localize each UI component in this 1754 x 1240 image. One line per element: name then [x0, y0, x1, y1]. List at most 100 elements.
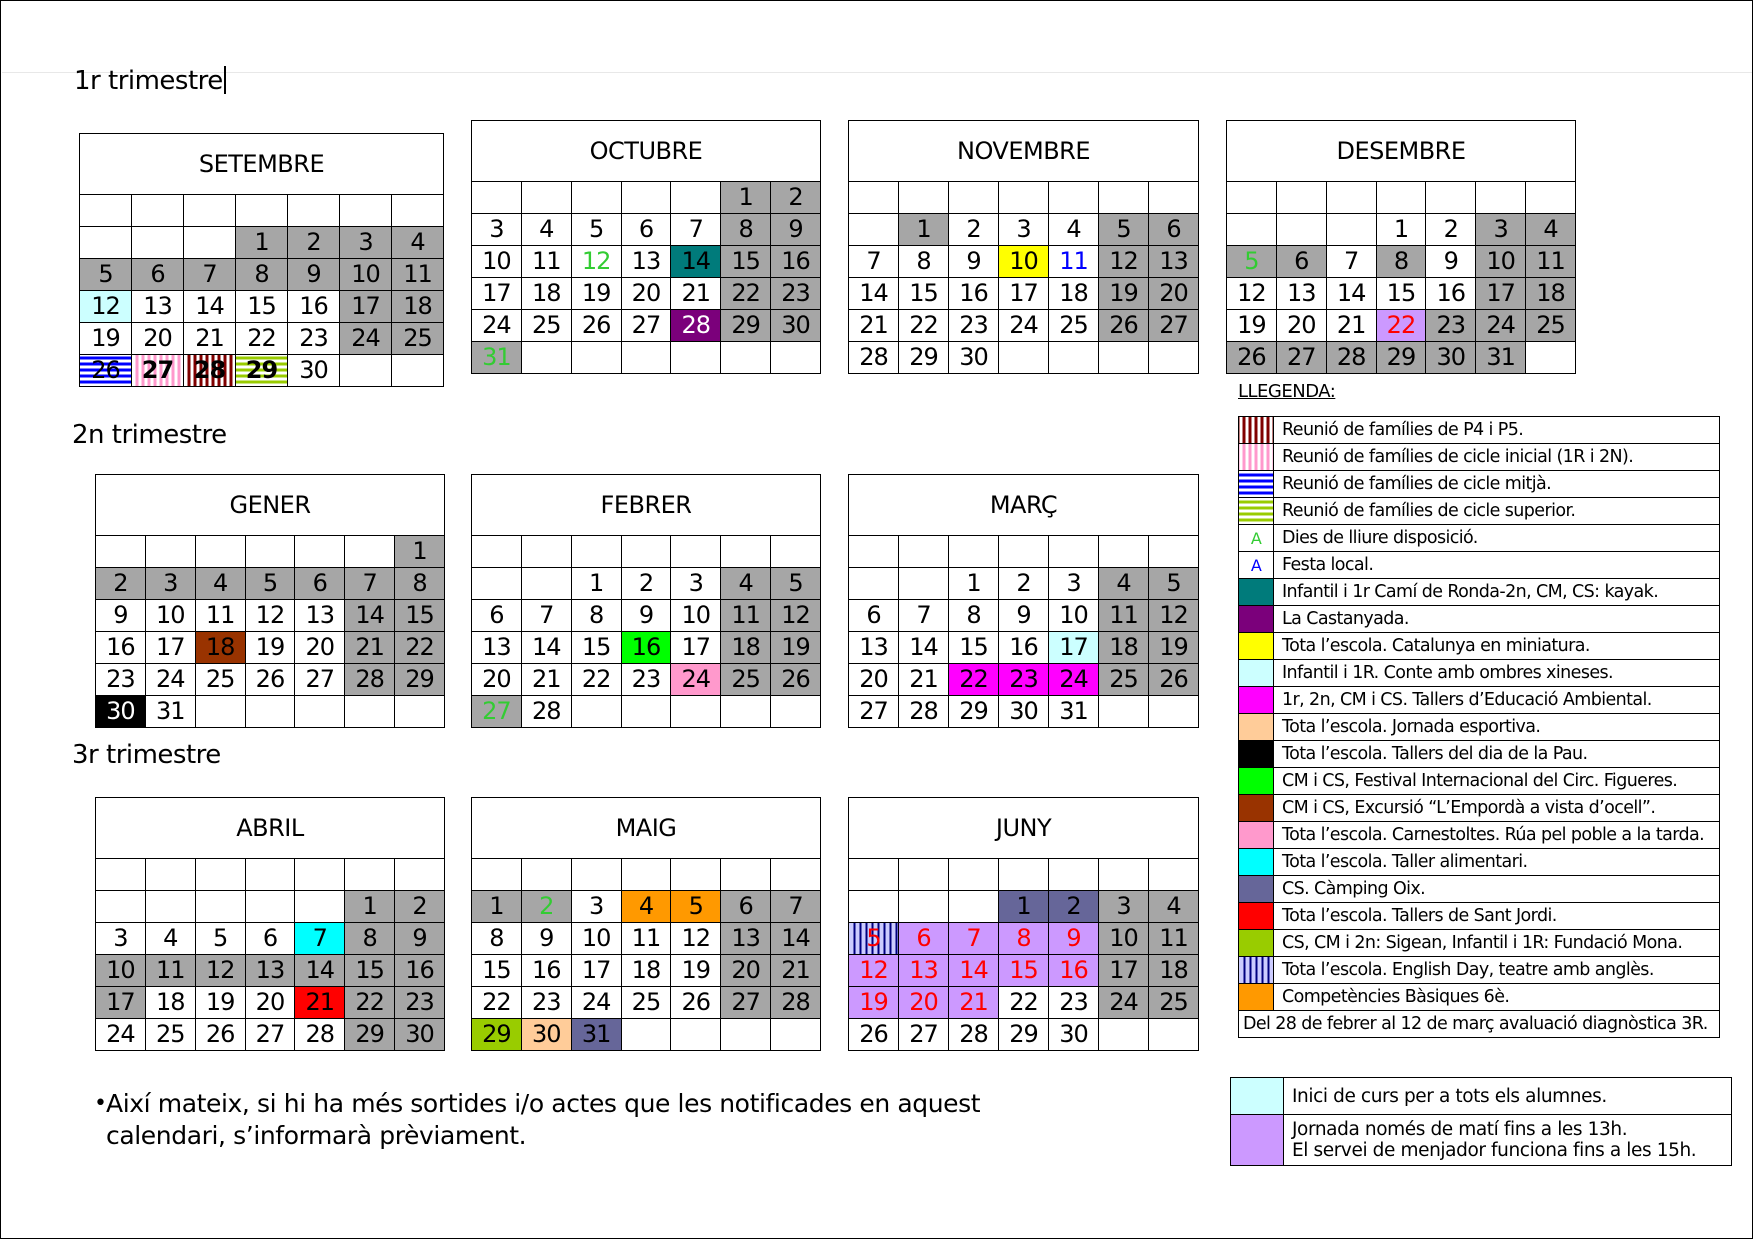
legend-item: Tota l’escola. Taller alimentari. — [1238, 848, 1720, 876]
empty-cell — [770, 695, 821, 728]
day-cell: 23 — [287, 322, 340, 355]
legend-item: Tota l’escola. English Day, teatre amb a… — [1238, 956, 1720, 984]
empty-cell — [670, 858, 722, 891]
week-row: 31 — [471, 341, 821, 374]
day-cell: 25 — [1525, 309, 1576, 342]
day-cell: 30 — [1048, 1018, 1099, 1051]
legend-item: CS. Càmping Oix. — [1238, 875, 1720, 903]
day-cell: 12 — [1148, 599, 1199, 632]
day-cell: 18 — [620, 954, 672, 987]
empty-cell — [1148, 1018, 1199, 1051]
day-cell: 1 — [1375, 213, 1427, 246]
empty-cell — [79, 226, 132, 259]
day-cell: 9 — [95, 599, 146, 632]
empty-cell — [244, 858, 296, 891]
legend-swatch — [1238, 740, 1274, 768]
week-row: 20 21 22 23 24 25 26 — [471, 663, 821, 696]
day-cell: 17 — [670, 631, 722, 664]
empty-cell — [848, 567, 899, 600]
week-row: 19 20 21 22 23 24 25 — [848, 986, 1199, 1019]
empty-cell — [720, 695, 772, 728]
empty-cell — [998, 535, 1049, 568]
day-cell: 7 — [294, 922, 346, 955]
day-cell: 10 — [1098, 922, 1149, 955]
day-cell: 7 — [898, 599, 949, 632]
day-cell: 1 — [948, 567, 999, 600]
empty-cell — [1325, 213, 1377, 246]
empty-cell — [471, 858, 522, 891]
empty-cell — [1048, 341, 1099, 374]
week-row: 5 6 7 8 9 10 11 — [1226, 245, 1576, 278]
empty-cell — [1148, 535, 1199, 568]
day-cell: 10 — [570, 922, 622, 955]
empty-cell — [848, 181, 899, 214]
day-cell: 5 — [848, 922, 899, 955]
day-cell: 17 — [1475, 277, 1527, 310]
day-cell: 6 — [848, 599, 899, 632]
day-cell: 19 — [244, 631, 296, 664]
day-cell: 15 — [570, 631, 622, 664]
day-cell: 24 — [144, 663, 196, 696]
empty-cell — [131, 194, 184, 227]
legend-label: Reunió de famílies de P4 i P5. — [1273, 416, 1720, 444]
legend-label: Infantil i 1r Camí de Ronda-2n, CM, CS: … — [1273, 578, 1720, 606]
empty-cell — [244, 890, 296, 923]
day-cell: 25 — [1148, 986, 1199, 1019]
legend-label: La Castanyada. — [1273, 605, 1720, 633]
day-cell: 20 — [294, 631, 346, 664]
day-cell: 2 — [1425, 213, 1477, 246]
day-cell: 4 — [1148, 890, 1199, 923]
empty-cell — [294, 535, 346, 568]
legend-swatch: A — [1238, 524, 1274, 552]
empty-cell — [848, 890, 899, 923]
day-cell: 26 — [244, 663, 296, 696]
empty-cell — [670, 535, 722, 568]
day-cell: 12 — [570, 245, 622, 278]
day-cell: 9 — [998, 599, 1049, 632]
day-cell: 20 — [471, 663, 522, 696]
day-cell: 5 — [670, 890, 722, 923]
week-row: 12 13 14 15 16 17 18 — [848, 954, 1199, 987]
day-cell: 3 — [1048, 567, 1099, 600]
day-cell: 7 — [183, 258, 236, 291]
empty-cell — [1098, 181, 1149, 214]
legend-label: Festa local. — [1273, 551, 1720, 579]
week-row: 24 25 26 27 28 29 30 — [95, 1018, 445, 1051]
day-cell: 13 — [244, 954, 296, 987]
footnote-text: Així mateix, si hi ha més sortides i/o a… — [106, 1089, 981, 1150]
empty-cell — [1475, 181, 1527, 214]
empty-cell — [570, 535, 622, 568]
day-cell: 30 — [287, 354, 340, 387]
legend-line: Inici de curs per a tots els alumnes. — [1292, 1085, 1607, 1107]
day-cell: 30 — [394, 1018, 445, 1051]
day-cell: 7 — [770, 890, 821, 923]
day-cell: 25 — [194, 663, 246, 696]
day-cell: 27 — [244, 1018, 296, 1051]
day-cell: 6 — [471, 599, 522, 632]
legend-swatch: A — [1238, 551, 1274, 579]
day-cell: 1 — [720, 181, 772, 214]
day-cell: 16 — [394, 954, 445, 987]
month-title: FEBRER — [471, 474, 821, 536]
week-row — [1226, 181, 1576, 214]
day-cell: 6 — [294, 567, 346, 600]
empty-cell — [1098, 1018, 1149, 1051]
day-cell: 10 — [1475, 245, 1527, 278]
empty-cell — [998, 858, 1049, 891]
day-cell: 29 — [998, 1018, 1049, 1051]
empty-cell — [770, 341, 821, 374]
week-row: 10 11 12 13 14 15 16 — [471, 245, 821, 278]
day-cell: 9 — [394, 922, 445, 955]
empty-cell — [720, 341, 772, 374]
week-row: 19 20 21 22 23 24 25 — [1226, 309, 1576, 342]
legend-title: LLEGENDA: — [1238, 381, 1336, 402]
legend-label: 1r, 2n, CM i CS. Tallers d’Educació Ambi… — [1273, 686, 1720, 714]
empty-cell — [570, 695, 622, 728]
legend-swatch — [1238, 956, 1274, 984]
day-cell: 16 — [948, 277, 999, 310]
